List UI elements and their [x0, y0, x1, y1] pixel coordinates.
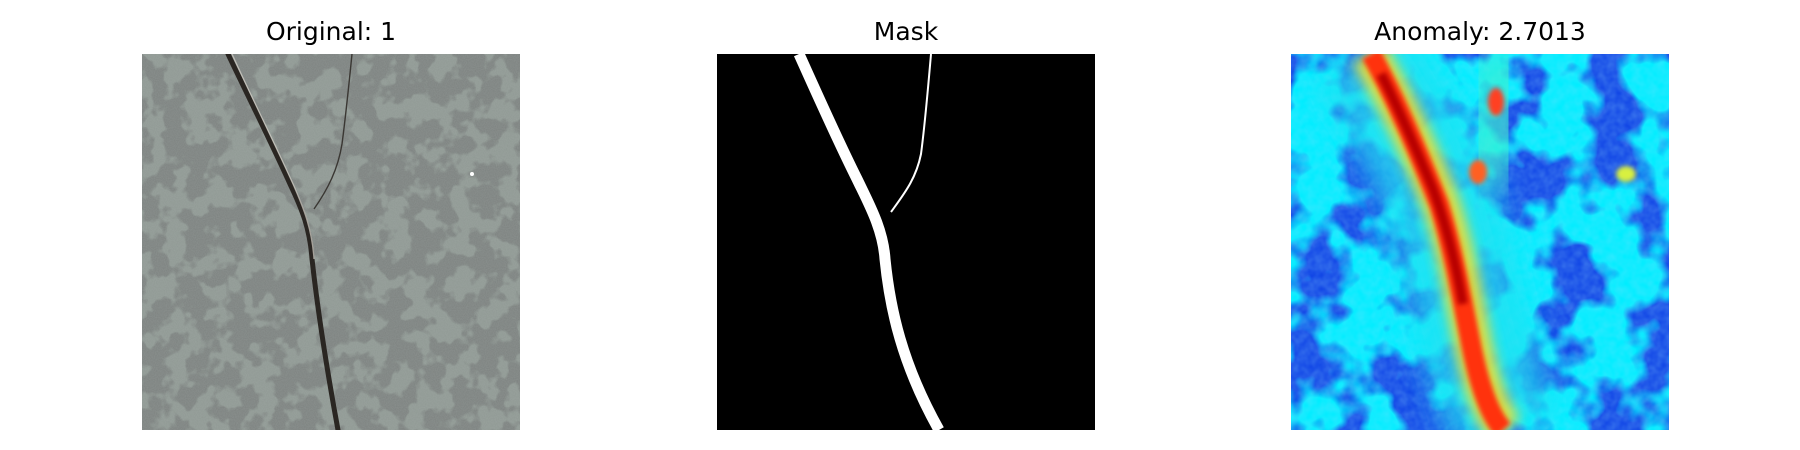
crack-main — [225, 54, 341, 430]
crack-main-highlight — [231, 54, 315, 260]
mask-crack-branch — [890, 54, 932, 213]
mask-image — [717, 54, 1095, 430]
anomaly-title: Anomaly: 2.7013 — [1374, 17, 1586, 46]
heat-spot-branch-lower — [1469, 160, 1487, 184]
bright-spot — [470, 172, 474, 176]
mask-title: Mask — [873, 17, 939, 46]
crack-branch — [313, 54, 353, 210]
surface-grain — [142, 54, 520, 430]
heat-band-cyan-branch — [1461, 54, 1526, 191]
mask-background — [717, 54, 1095, 430]
anomaly-heatmap — [1291, 54, 1669, 430]
heat-band-core — [1376, 71, 1468, 305]
original-title: Original: 1 — [265, 17, 397, 46]
original-image — [142, 54, 520, 430]
mask-crack-main — [793, 54, 944, 430]
heat-spot-right — [1616, 166, 1636, 182]
heat-spot-branch-upper — [1488, 88, 1504, 116]
